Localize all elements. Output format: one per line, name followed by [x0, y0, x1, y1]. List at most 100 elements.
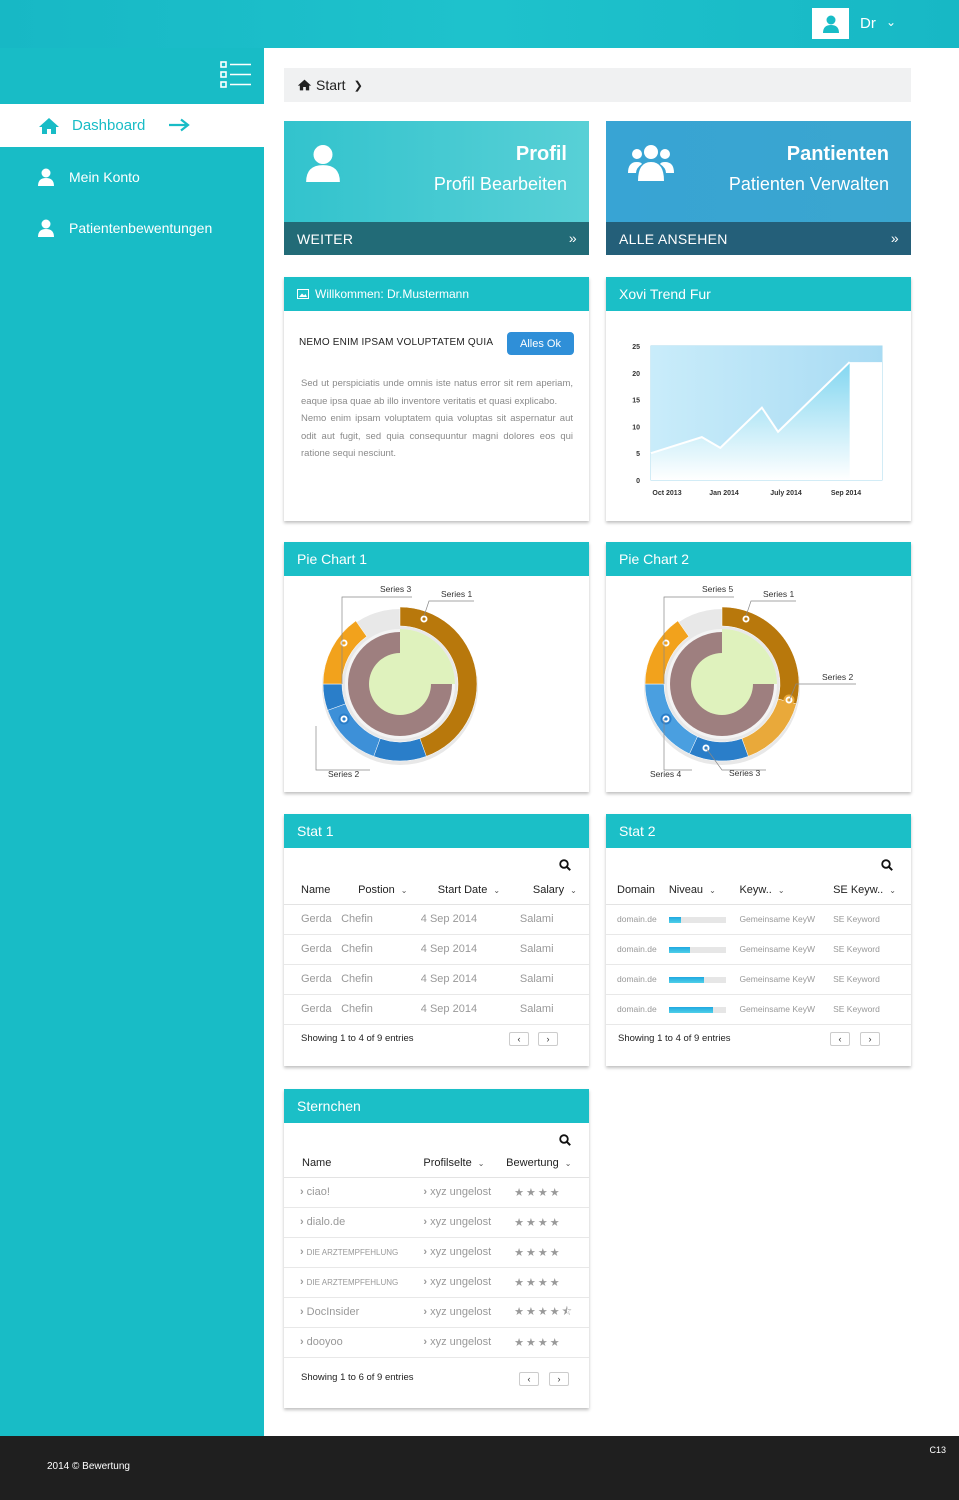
search-icon[interactable]	[559, 1134, 571, 1146]
menu-list-icon[interactable]	[220, 60, 252, 90]
top-bar: Dr ⌄	[0, 0, 959, 48]
table-row[interactable]: domain.de Gemeinsame KeyW SE Keyword	[606, 994, 911, 1025]
profil-link[interactable]: › xyz ungelost	[423, 1237, 507, 1268]
sternchen-title: Sternchen	[297, 1098, 361, 1114]
column-header[interactable]: Name	[284, 876, 342, 905]
sidebar-item-dashboard[interactable]: Dashboard	[0, 104, 264, 147]
table-row[interactable]: Gerda Chefin 4 Sep 2014 Salami	[284, 964, 589, 995]
table-row[interactable]: Gerda Chefin 4 Sep 2014 Salami	[284, 934, 589, 965]
sternchen-showing: Showing 1 to 6 of 9 entries	[301, 1372, 414, 1383]
home-icon	[39, 117, 59, 134]
welcome-title: Willkommen: Dr.Mustermann	[315, 287, 470, 301]
pie-series-label: Series 1	[441, 589, 472, 599]
table-cell: Gemeinsame KeyW	[739, 994, 834, 1025]
sidebar-item-patientenbewertungen[interactable]: Patientenbewentungen	[0, 206, 264, 249]
table-cell: Salami	[515, 964, 589, 995]
profil-label: xyz ungelost	[430, 1186, 492, 1198]
sternchen-table: Name Profilselte ⌄ Bewertung ⌄ › ciao! › xyz …	[284, 1149, 589, 1358]
search-icon[interactable]	[559, 859, 571, 871]
profil-link[interactable]: › xyz ungelost	[423, 1297, 507, 1328]
name-link[interactable]: › DIE ARZTEMPFEHLUNG	[284, 1267, 424, 1298]
name-link[interactable]: › DIE ARZTEMPFEHLUNG	[284, 1237, 424, 1268]
pie-label-leader	[341, 596, 412, 684]
table-row[interactable]: domain.de Gemeinsame KeyW SE Keyword	[606, 904, 911, 935]
alles-ok-button[interactable]: Alles Ok	[507, 332, 574, 355]
column-header[interactable]: Start Date ⌄	[420, 876, 516, 905]
chevron-right-icon: ›	[300, 1306, 304, 1318]
column-header[interactable]: Domain	[606, 876, 669, 905]
column-header[interactable]: Profilselte ⌄	[423, 1149, 507, 1178]
user-avatar-button[interactable]	[812, 8, 849, 39]
table-cell: Gerda	[284, 904, 342, 935]
name-link[interactable]: › DocInsider	[284, 1297, 424, 1328]
next-page-button[interactable]: ›	[538, 1032, 558, 1046]
column-header[interactable]: Postion ⌄	[341, 876, 421, 905]
name-label: dooyoo	[306, 1336, 343, 1348]
table-row[interactable]: Gerda Chefin 4 Sep 2014 Salami	[284, 904, 589, 935]
next-page-button[interactable]: ›	[549, 1372, 569, 1386]
user-icon	[38, 219, 54, 237]
tile-footer-label: ALLE ANSEHEN	[619, 230, 728, 247]
table-cell: SE Keyword	[833, 994, 911, 1025]
chevron-right-icon: ›	[300, 1336, 304, 1348]
prev-page-button[interactable]: ‹	[830, 1032, 850, 1046]
x-tick-label: Sep 2014	[831, 490, 861, 497]
prev-page-button[interactable]: ‹	[509, 1032, 529, 1046]
name-label: DIE ARZTEMPFEHLUNG	[306, 1248, 399, 1257]
profil-link[interactable]: › xyz ungelost	[423, 1177, 507, 1208]
chevron-right-icon: ›	[423, 1186, 428, 1198]
double-chevron-right-icon: »	[890, 230, 899, 246]
name-label: dialo.de	[306, 1216, 346, 1228]
profil-label: xyz ungelost	[430, 1306, 492, 1318]
sidebar-item-mein-konto[interactable]: Mein Konto	[0, 155, 264, 198]
pie-label-leader	[745, 600, 796, 617]
name-link[interactable]: › dialo.de	[284, 1207, 424, 1238]
chevron-right-icon: ›	[423, 1216, 428, 1228]
prev-page-button[interactable]: ‹	[519, 1372, 539, 1386]
column-header[interactable]: Salary ⌄	[515, 876, 589, 905]
column-header[interactable]: Keyw.. ⌄	[739, 876, 834, 905]
footer-copyright: 2014 © Bewertung	[47, 1461, 130, 1472]
column-header[interactable]: Niveau ⌄	[668, 876, 740, 905]
table-row[interactable]: Gerda Chefin 4 Sep 2014 Salami	[284, 994, 589, 1025]
table-cell: 4 Sep 2014	[420, 904, 516, 935]
tile-title: Profil	[515, 143, 567, 165]
table-row[interactable]: domain.de Gemeinsame KeyW SE Keyword	[606, 934, 911, 965]
search-icon[interactable]	[881, 859, 893, 871]
double-chevron-right-icon: »	[568, 230, 577, 246]
table-cell: Chefin	[341, 964, 421, 995]
star-rating: ★★★★	[506, 1237, 589, 1268]
table-cell: Gemeinsame KeyW	[739, 934, 834, 965]
profil-link[interactable]: › xyz ungelost	[423, 1207, 507, 1238]
chevron-right-icon: ›	[423, 1306, 428, 1318]
tile-subtitle: Profil Bearbeiten	[433, 174, 567, 194]
sidebar-item-label: Mein Konto	[69, 168, 140, 185]
weiter-link[interactable]: WEITER »	[284, 222, 589, 255]
next-page-button[interactable]: ›	[860, 1032, 880, 1046]
user-name[interactable]: Dr	[860, 15, 876, 32]
column-header[interactable]: Name	[284, 1149, 424, 1178]
name-label: DocInsider	[306, 1306, 360, 1318]
trend-chart: 0 5 10 15 20 25 Oct 2013 Jan 2014 July 2014 Sep 2…	[632, 344, 883, 497]
stat2-table: Domain Niveau ⌄ Keyw.. ⌄ SE Keyw.. ⌄ domain…	[606, 876, 911, 1025]
pie1-title: Pie Chart 1	[297, 551, 368, 567]
name-link[interactable]: › ciao!	[284, 1177, 424, 1208]
profil-link[interactable]: › xyz ungelost	[423, 1267, 507, 1298]
sidebar-item-label: Patientenbewentungen	[69, 219, 213, 236]
alle-ansehen-link[interactable]: ALLE ANSEHEN »	[606, 222, 911, 255]
table-row: › DIE ARZTEMPFEHLUNG › xyz ungelost ★★★★	[284, 1267, 589, 1298]
pie-marker-dot	[744, 617, 748, 621]
breadcrumb-start[interactable]: Start	[316, 77, 346, 93]
profil-link[interactable]: › xyz ungelost	[423, 1327, 507, 1358]
tile-subtitle: Patienten Verwalten	[728, 174, 889, 194]
tile-title: Pantienten	[786, 143, 889, 165]
chevron-down-icon[interactable]: ⌄	[886, 15, 897, 29]
table-row[interactable]: domain.de Gemeinsame KeyW SE Keyword	[606, 964, 911, 995]
pie-series-label: Series 5	[702, 584, 733, 594]
column-header[interactable]: SE Keyw.. ⌄	[833, 876, 911, 905]
column-header[interactable]: Bewertung ⌄	[506, 1149, 589, 1178]
pie-label-leader	[788, 683, 856, 702]
name-link[interactable]: › dooyoo	[284, 1327, 424, 1358]
profil-label: xyz ungelost	[430, 1216, 492, 1228]
table-cell: Gemeinsame KeyW	[739, 964, 834, 995]
